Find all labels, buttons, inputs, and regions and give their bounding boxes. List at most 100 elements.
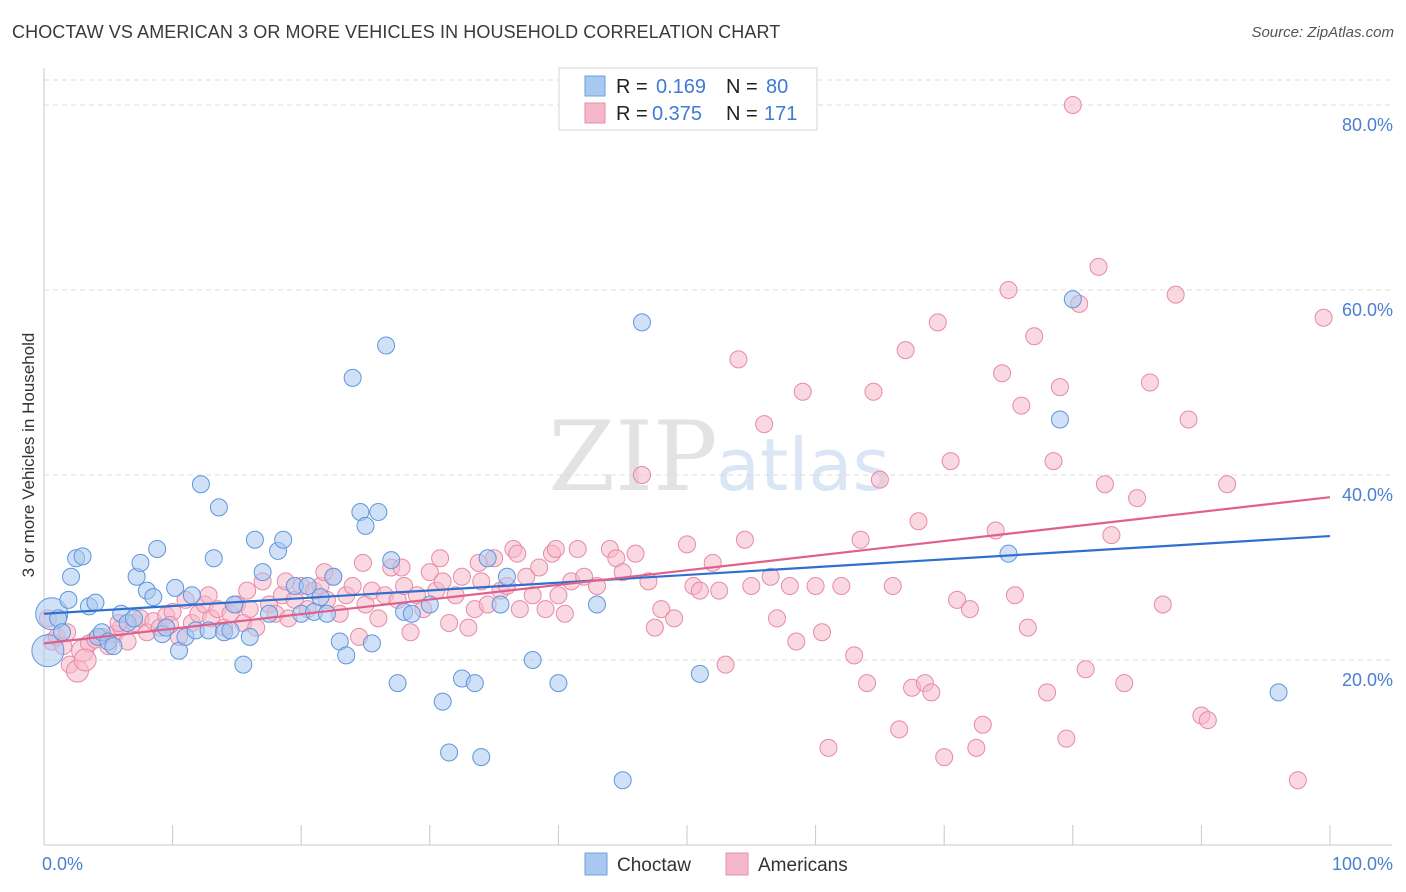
americans-point-52 xyxy=(369,609,388,628)
bottom-legend-swatch-choctaw xyxy=(584,852,608,876)
americans-point-110 xyxy=(806,577,825,595)
choctaw-point-79 xyxy=(1063,290,1082,309)
choctaw-point-38 xyxy=(245,530,264,549)
americans-point-162 xyxy=(73,648,97,672)
americans-point-48 xyxy=(343,577,362,595)
americans-point-106 xyxy=(768,609,787,628)
legend-r-value-1: 0.169 xyxy=(656,76,706,98)
choctaw-point-49 xyxy=(324,567,343,586)
legend-swatch-choctaw xyxy=(584,75,606,97)
choctaw-point-75 xyxy=(632,313,651,332)
watermark-zip: ZIP xyxy=(548,401,717,513)
americans-point-148 xyxy=(1095,475,1114,494)
legend-swatch-americans xyxy=(584,102,606,124)
legend-r-value-2: 0.375 xyxy=(652,103,702,125)
watermark-atlas: atlas xyxy=(716,423,890,507)
legend-n-value-1: 80 xyxy=(766,76,788,98)
americans-point-95 xyxy=(678,535,696,554)
y-tick-label-20: 20.0% xyxy=(1342,670,1393,690)
americans-point-144 xyxy=(1063,96,1082,114)
americans-point-125 xyxy=(922,683,941,702)
americans-point-135 xyxy=(999,281,1018,299)
choctaw-point-3 xyxy=(53,623,72,642)
americans-point-142 xyxy=(1050,378,1069,397)
legend-n-label-2: N = xyxy=(726,103,758,125)
americans-point-117 xyxy=(864,382,883,401)
americans-point-80 xyxy=(549,586,568,605)
choctaw-point-56 xyxy=(369,503,388,521)
americans-point-159 xyxy=(1288,771,1307,790)
choctaw-point-32 xyxy=(209,498,228,517)
americans-point-90 xyxy=(632,466,651,484)
americans-point-129 xyxy=(948,590,967,609)
americans-point-126 xyxy=(928,313,947,332)
americans-point-101 xyxy=(729,350,748,369)
americans-point-137 xyxy=(1012,396,1031,415)
choctaw-point-67 xyxy=(472,748,491,767)
choctaw-point-52 xyxy=(343,368,362,387)
americans-point-74 xyxy=(510,600,529,619)
americans-point-146 xyxy=(1076,660,1095,679)
americans-point-171 xyxy=(431,549,450,568)
americans-point-140 xyxy=(1038,683,1057,702)
americans-point-78 xyxy=(536,600,555,619)
choctaw-point-64 xyxy=(440,743,459,762)
americans-point-113 xyxy=(832,577,851,595)
americans-point-153 xyxy=(1153,595,1172,614)
y-axis-title: 3 or more Vehicles in Household xyxy=(19,333,38,578)
americans-point-81 xyxy=(555,604,574,623)
bottom-legend: Choctaw Americans xyxy=(584,852,848,876)
americans-point-104 xyxy=(755,415,774,434)
choctaw-point-39 xyxy=(253,563,272,582)
choctaw-point-29 xyxy=(191,475,210,494)
americans-point-109 xyxy=(793,382,812,401)
americans-point-157 xyxy=(1198,711,1217,730)
americans-point-147 xyxy=(1089,257,1108,276)
americans-point-63 xyxy=(440,614,459,632)
y-tick-label-80: 80.0% xyxy=(1342,115,1393,135)
choctaw-point-20 xyxy=(144,588,163,607)
americans-point-112 xyxy=(819,738,838,757)
americans-point-97 xyxy=(690,581,709,600)
choctaw-point-72 xyxy=(549,674,568,693)
choctaw-point-71 xyxy=(523,651,542,669)
americans-point-32 xyxy=(240,600,259,619)
americans-point-130 xyxy=(960,600,979,619)
choctaw-point-61 xyxy=(402,604,421,623)
choctaw-point-9 xyxy=(86,593,105,612)
americans-point-102 xyxy=(735,530,754,549)
choctaw-point-36 xyxy=(234,655,253,674)
choctaw-point-51 xyxy=(337,646,356,665)
choctaw-point-27 xyxy=(182,586,201,605)
americans-point-160 xyxy=(1314,308,1333,327)
americans-point-143 xyxy=(1057,729,1076,748)
axes xyxy=(43,68,1392,846)
americans-point-166 xyxy=(238,581,257,600)
americans-point-60 xyxy=(420,563,439,582)
americans-point-120 xyxy=(890,720,909,739)
legend-box: R = 0.169 N = 80 R = 0.375 N = 171 xyxy=(558,67,818,131)
choctaw-point-18 xyxy=(131,553,150,572)
americans-point-68 xyxy=(472,572,491,591)
americans-point-56 xyxy=(395,577,414,595)
choctaw-point-31 xyxy=(204,549,223,568)
americans-point-151 xyxy=(1128,489,1147,508)
americans-point-108 xyxy=(787,632,806,651)
americans-point-132 xyxy=(973,715,992,734)
americans-point-128 xyxy=(941,452,960,471)
americans-point-92 xyxy=(645,618,664,637)
americans-point-83 xyxy=(568,540,587,558)
americans-point-103 xyxy=(742,577,761,595)
americans-point-118 xyxy=(870,470,889,489)
americans-point-66 xyxy=(459,618,478,637)
choctaw-point-35 xyxy=(225,595,244,614)
y-tick-label-60: 60.0% xyxy=(1342,300,1393,320)
choctaw-point-77 xyxy=(999,544,1018,563)
chart-title: CHOCTAW VS AMERICAN 3 OR MORE VEHICLES I… xyxy=(12,22,781,42)
choctaw-point-58 xyxy=(382,551,401,570)
legend-r-label-2: R = xyxy=(616,103,648,125)
trend-lines xyxy=(43,496,1331,645)
choctaw-point-48 xyxy=(317,604,336,623)
americans-point-123 xyxy=(909,512,928,531)
